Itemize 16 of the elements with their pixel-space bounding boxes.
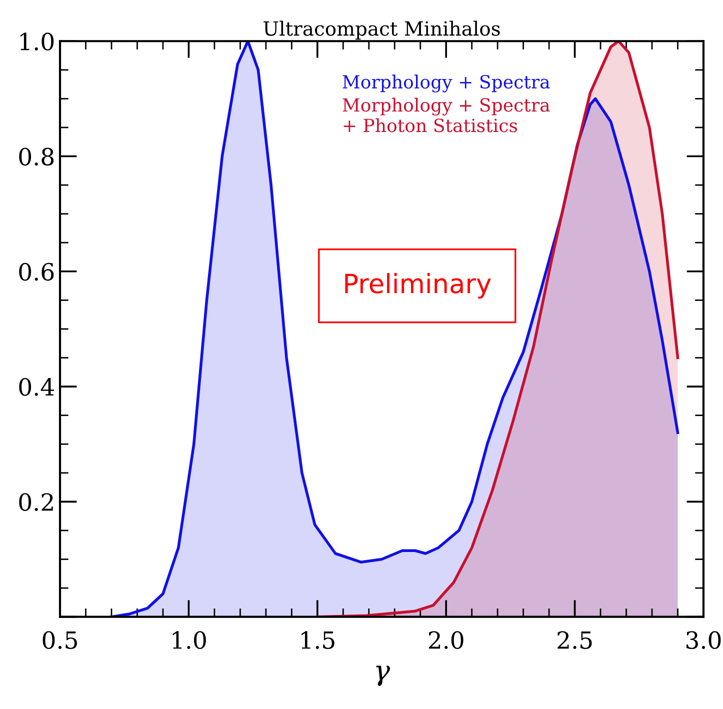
x-tick-label: 2.5 (558, 631, 592, 649)
x-tick-label: 1.0 (172, 631, 206, 649)
y-tick-label: 0.6 (19, 262, 54, 281)
text: Morphology + Spectra (342, 74, 550, 92)
x-tick-label: 1.5 (302, 631, 334, 649)
series-label: Morphology + Spectra + Photon Statistics (342, 98, 550, 132)
x-axis-title: γ (376, 666, 390, 686)
x-tick-label: 3.0 (686, 631, 721, 649)
y-tick-label: 1.0 (20, 32, 54, 50)
annotation: Preliminary (345, 273, 491, 299)
chart-title: Ultracompact Minihalos (264, 20, 500, 40)
y-tick-label: 0.2 (19, 493, 53, 511)
y-tick-label: 0.8 (19, 148, 54, 166)
y-tick-label: 0.4 (19, 378, 54, 396)
x-tick-label: 2.0 (428, 631, 464, 649)
x-tick-label: 0.5 (42, 631, 77, 649)
